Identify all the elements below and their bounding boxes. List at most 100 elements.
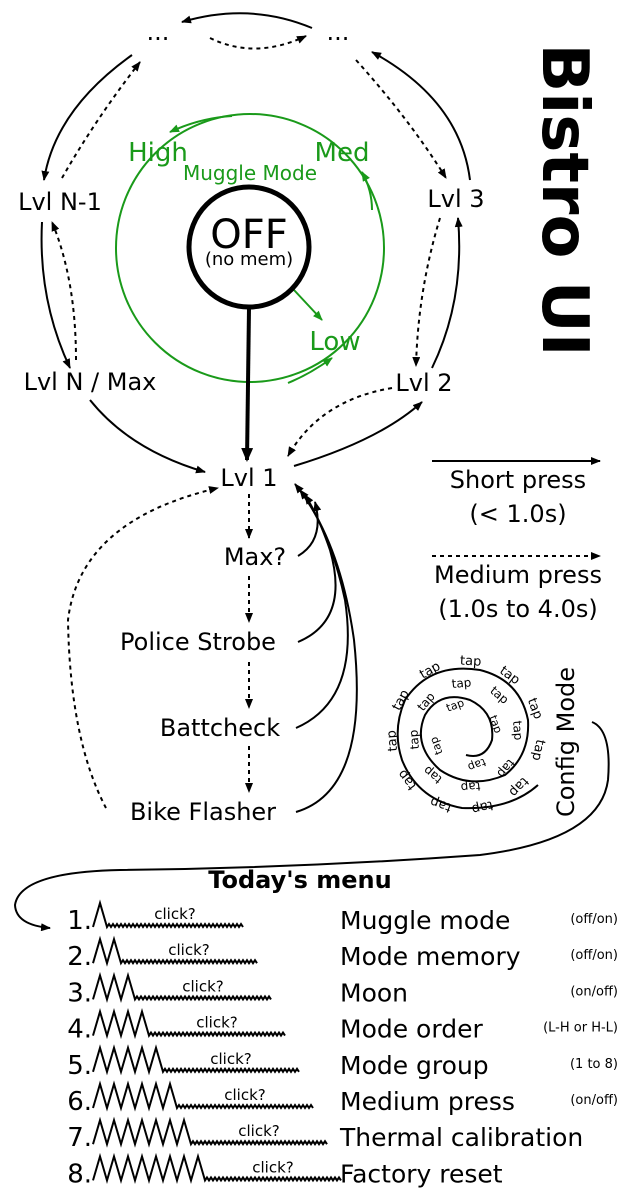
config-tap-word: tap: [451, 675, 472, 691]
menu-item-options: (on/off): [570, 1093, 618, 1108]
menu-item-label: Factory reset: [340, 1159, 503, 1188]
click-label: click?: [210, 1050, 251, 1068]
arrow-bike-to-lvl1: [294, 483, 358, 813]
muggle-arrow-med: [361, 171, 373, 211]
menu-item-label: Mode memory: [340, 942, 521, 971]
arrow-max-to-lvl1: [297, 501, 322, 557]
click-label: click?: [154, 905, 195, 923]
config-tap-word: tap: [497, 663, 523, 688]
arrow-lvl3-to-lvl2-dashed: [412, 217, 441, 367]
arrow-right-to-left-ellipsis: [181, 12, 313, 29]
ellipsis-right: ...: [327, 18, 350, 46]
config-tap-word: tap: [470, 797, 494, 816]
arrow-lvlnmax-to-lvl1: [89, 399, 206, 474]
menu-item: 2. click? Mode memory (off/on): [67, 935, 618, 972]
menu-item: 7. click? Thermal calibration: [67, 1116, 583, 1153]
click-waveform: [92, 935, 258, 967]
arrow-lvln1-to-ellipsis-dashed: [61, 61, 141, 179]
config-tap-word: tap: [466, 755, 487, 773]
menu-item: 8. click? Factory reset: [67, 1152, 503, 1189]
off-sublabel: (no mem): [205, 249, 293, 270]
lvl-n-max-node: Lvl N / Max: [24, 368, 157, 396]
click-waveform: [92, 1080, 314, 1112]
config-tap-word: tap: [406, 729, 422, 750]
police-strobe-node: Police Strobe: [120, 628, 276, 656]
config-tap-word: tap: [421, 763, 445, 786]
menu-item: 6. click? Medium press (on/off): [67, 1080, 618, 1117]
config-mode-label: Config Mode: [552, 667, 580, 817]
click-waveform: [92, 899, 244, 930]
lvl-1-node: Lvl 1: [220, 464, 277, 492]
menu-item-label: Muggle mode: [340, 906, 510, 935]
menu-item-options: (1 to 8): [570, 1057, 618, 1072]
muggle-med-label: Med: [315, 138, 370, 168]
battcheck-node: Battcheck: [160, 714, 280, 742]
config-tap-word: tap: [417, 659, 443, 682]
title: Bistro UI: [527, 44, 601, 357]
menu-item-options: (off/on): [570, 912, 618, 927]
off-to-low-arrow: [293, 289, 323, 321]
menu-item-number: 8.: [67, 1159, 92, 1189]
menu-item-number: 4.: [67, 1015, 92, 1045]
muggle-arrow-low: [287, 357, 333, 384]
click-waveform: [92, 1116, 328, 1148]
off-label: OFF: [210, 212, 288, 258]
menu-item: 3. click? Moon (on/off): [67, 971, 618, 1008]
menu-item-label: Thermal calibration: [339, 1123, 583, 1152]
menu-item: 5. click? Mode group (1 to 8): [67, 1044, 618, 1081]
arrow-lvl1-to-lvl2: [293, 401, 423, 467]
lvl-n-minus-1-node: Lvl N-1: [18, 188, 102, 216]
legend-medium-press-range: (1.0s to 4.0s): [438, 595, 597, 623]
config-tap-word: tap: [506, 774, 532, 800]
muggle-arrow-high: [169, 115, 233, 133]
off-node: [186, 184, 312, 310]
menu-item-number: 6.: [67, 1087, 92, 1117]
off-to-lvl1-arrow: [241, 307, 254, 462]
muggle-high-label: High: [128, 138, 188, 168]
config-tap-word: tap: [445, 696, 466, 714]
config-spiral: [396, 667, 539, 810]
menu-item-label: Mode order: [340, 1015, 483, 1044]
click-label: click?: [252, 1158, 293, 1176]
menu-item-label: Medium press: [340, 1087, 515, 1116]
arrow-config-to-menu: [13, 721, 610, 932]
menu-item-options: (L-H or H-L): [543, 1021, 618, 1036]
menu-item-number: 2.: [67, 942, 92, 972]
click-waveform: [92, 1008, 286, 1040]
arrow-lvl2-to-lvl1-dashed: [287, 387, 393, 457]
click-label: click?: [238, 1122, 279, 1140]
arrow-lvl2-to-lvl3: [431, 217, 463, 369]
arrow-lvlnmax-to-lvln1-dashed: [51, 221, 77, 361]
config-tap-word: tap: [528, 738, 547, 762]
menu-item-options: (off/on): [570, 948, 618, 963]
ellipsis-left: ...: [147, 18, 170, 46]
menu-item-number: 7.: [67, 1123, 92, 1153]
menu-item-label: Mode group: [340, 1051, 489, 1080]
max-question-node: Max?: [224, 543, 286, 571]
config-tap-word: tap: [414, 690, 437, 714]
menu-item-number: 3.: [67, 978, 92, 1008]
config-tap-word: tap: [460, 653, 482, 669]
menu-item: 1. click? Muggle mode (off/on): [67, 899, 618, 936]
menu-item: 4. click? Mode order (L-H or H-L): [67, 1008, 618, 1045]
click-waveform: [92, 971, 272, 1003]
click-waveform: [92, 1044, 300, 1076]
bike-flasher-node: Bike Flasher: [130, 798, 276, 826]
arrow-bike-to-lvl1-dashed: [66, 486, 219, 809]
config-tap-word: tap: [428, 793, 453, 814]
lvl-2-node: Lvl 2: [395, 369, 452, 397]
muggle-low-label: Low: [309, 327, 360, 357]
menu-item-options: (on/off): [570, 984, 618, 999]
arrow-ellipsis-to-lvl3-dashed: [355, 59, 447, 179]
config-tap-words: taptaptaptaptaptaptaptaptaptaptaptaptapt…: [384, 653, 547, 816]
click-label: click?: [182, 977, 223, 995]
arrow-left-to-right-ellipsis-dashed: [209, 35, 307, 50]
menu-item-label: Moon: [340, 978, 408, 1007]
lvl-3-node: Lvl 3: [427, 185, 484, 213]
config-tap-word: tap: [395, 766, 420, 792]
menu-item-number: 5.: [67, 1051, 92, 1081]
config-tap-word: tap: [486, 714, 504, 735]
menu-item-number: 1.: [67, 906, 92, 936]
click-label: click?: [168, 941, 209, 959]
